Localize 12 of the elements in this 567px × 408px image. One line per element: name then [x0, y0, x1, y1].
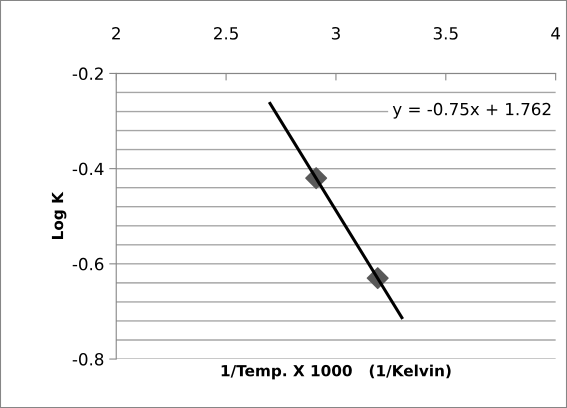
- y-axis-title: Log K: [52, 192, 66, 239]
- y-tick-label: -0.2: [72, 67, 103, 80]
- x-tick-label: 3.5: [434, 27, 458, 40]
- y-tick-label: -0.8: [72, 353, 104, 366]
- y-tick-label: -0.6: [72, 258, 104, 270]
- annotation: y = -0.75x + 1.762: [392, 102, 550, 119]
- x-axis-title: 1/Temp. X 1000 (1/Kelvin): [222, 364, 451, 380]
- y-tick-label: -0.4: [72, 162, 104, 176]
- x-tick-label: 4: [551, 27, 560, 40]
- x-tick-label: 2: [112, 27, 120, 40]
- x-tick-label: 3: [332, 27, 340, 40]
- x-tick-label: 2.5: [214, 27, 238, 40]
